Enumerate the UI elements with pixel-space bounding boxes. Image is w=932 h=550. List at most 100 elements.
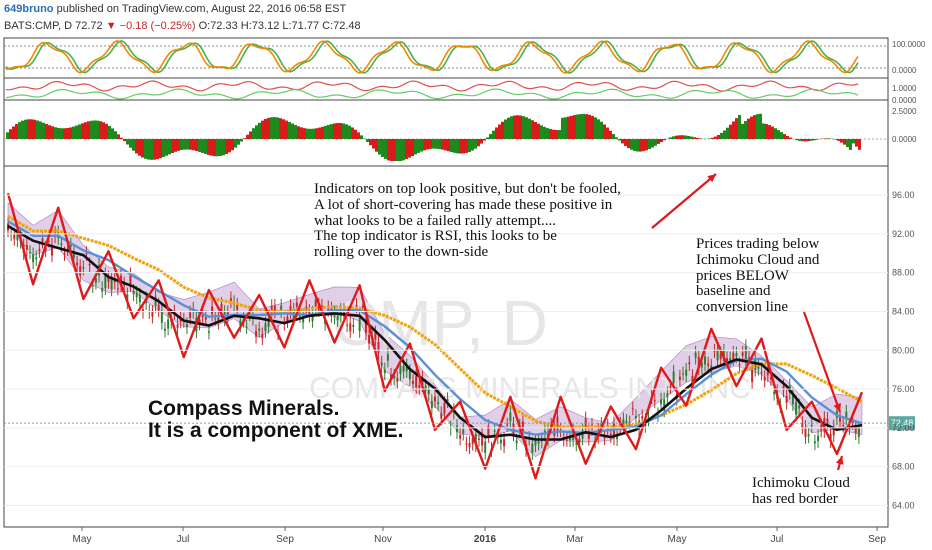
histogram-bar [738,114,741,139]
candle-body [16,232,19,241]
oscillator-red [5,80,859,92]
candle-body [474,434,477,446]
candle-body [245,326,248,328]
histogram-bar [741,123,744,139]
histogram-bar [459,139,462,154]
candle-body [123,283,126,286]
candle-body [72,251,75,258]
histogram-bar [630,139,633,150]
histogram-bar [780,132,783,139]
candle-body [138,294,141,303]
candle-body [421,377,424,386]
indicator-tick-label: 1.0000 [892,84,917,93]
candle-body [220,303,223,312]
histogram-bar [555,130,558,139]
candle-body [477,438,480,440]
candle-body [317,304,320,311]
candle-body [79,266,82,276]
candle-body [349,323,352,332]
candle-body [151,311,154,317]
x-tick-label: Jul [771,534,784,545]
candle-body [346,324,349,326]
candle-body [760,372,763,374]
histogram-bar [717,134,720,139]
histogram-bar [399,139,402,161]
histogram-bar [435,139,438,149]
histogram-bar [477,139,480,147]
symbol-label[interactable]: BATS:CMP, D [4,20,73,32]
author-link[interactable]: 649bruno [4,3,54,15]
candle-body [91,285,94,287]
histogram-bar [681,135,684,139]
histogram-bar [174,139,177,152]
candle-body [273,305,276,312]
histogram-bar [699,138,702,139]
histogram-bar [519,115,522,139]
histogram-bar [444,139,447,151]
candle-body [333,312,336,318]
candle-body [493,430,496,432]
histogram-bar [249,131,252,139]
histogram-bar [345,124,348,139]
histogram-bar [441,139,444,150]
histogram-bar [528,118,531,139]
candle-body [264,323,267,332]
histogram-bar [231,139,234,151]
candle-body [738,364,741,366]
candle-body [810,425,813,427]
right-annotation: Prices trading below Ichimoku Cloud and … [696,236,819,316]
candle-body [204,317,207,320]
candle-body [747,357,750,359]
watermark-symbol: CMP, D [332,287,548,359]
candle-body [531,443,534,454]
candle-body [25,244,28,250]
candle-body [678,376,681,380]
histogram-bar [63,128,66,139]
candle-body [330,308,333,316]
histogram-bar [339,123,342,139]
histogram-bar [375,139,378,152]
candle-body [358,318,361,332]
histogram-bar [669,137,672,139]
histogram-bar [300,127,303,139]
ohlc-high: H:73.12 [240,20,280,32]
candle-body [176,324,179,328]
candle-body [484,441,487,453]
histogram-bar [516,115,519,139]
histogram-bar [303,128,306,139]
histogram-bar [369,139,372,146]
histogram-bar [486,137,489,139]
histogram-bar [30,119,33,139]
x-tick-label: Sep [276,534,294,545]
candle-body [609,433,612,437]
candle-body [832,426,835,436]
top-annotation: Indicators on top look positive, but don… [314,181,621,261]
histogram-bar [336,123,339,139]
candle-body [214,318,217,320]
candle-body [396,378,399,382]
candle-body [154,296,157,306]
candle-body [35,257,38,260]
down-arrow-icon: ▼ [105,20,117,32]
candle-body [663,399,666,411]
histogram-bar [258,122,261,139]
histogram-bar [9,129,12,139]
histogram-bar [636,139,639,152]
top-note-line: A lot of short-covering has made these p… [314,196,613,213]
candle-body [682,373,685,375]
candle-body [465,443,468,445]
candle-body [660,399,663,405]
candle-body [462,429,465,434]
histogram-bar [777,130,780,139]
histogram-bar [360,135,363,139]
histogram-bar [417,139,420,153]
publish-line: 649bruno published on TradingView.com, A… [4,3,346,15]
candle-body [189,312,192,318]
rsi-line-green [5,40,859,74]
histogram-bar [447,139,450,152]
candle-body [443,403,446,414]
histogram-bar [132,139,135,151]
histogram-bar [423,139,426,151]
arrow-to-cloud-head [836,456,844,465]
candle-body [82,267,85,269]
